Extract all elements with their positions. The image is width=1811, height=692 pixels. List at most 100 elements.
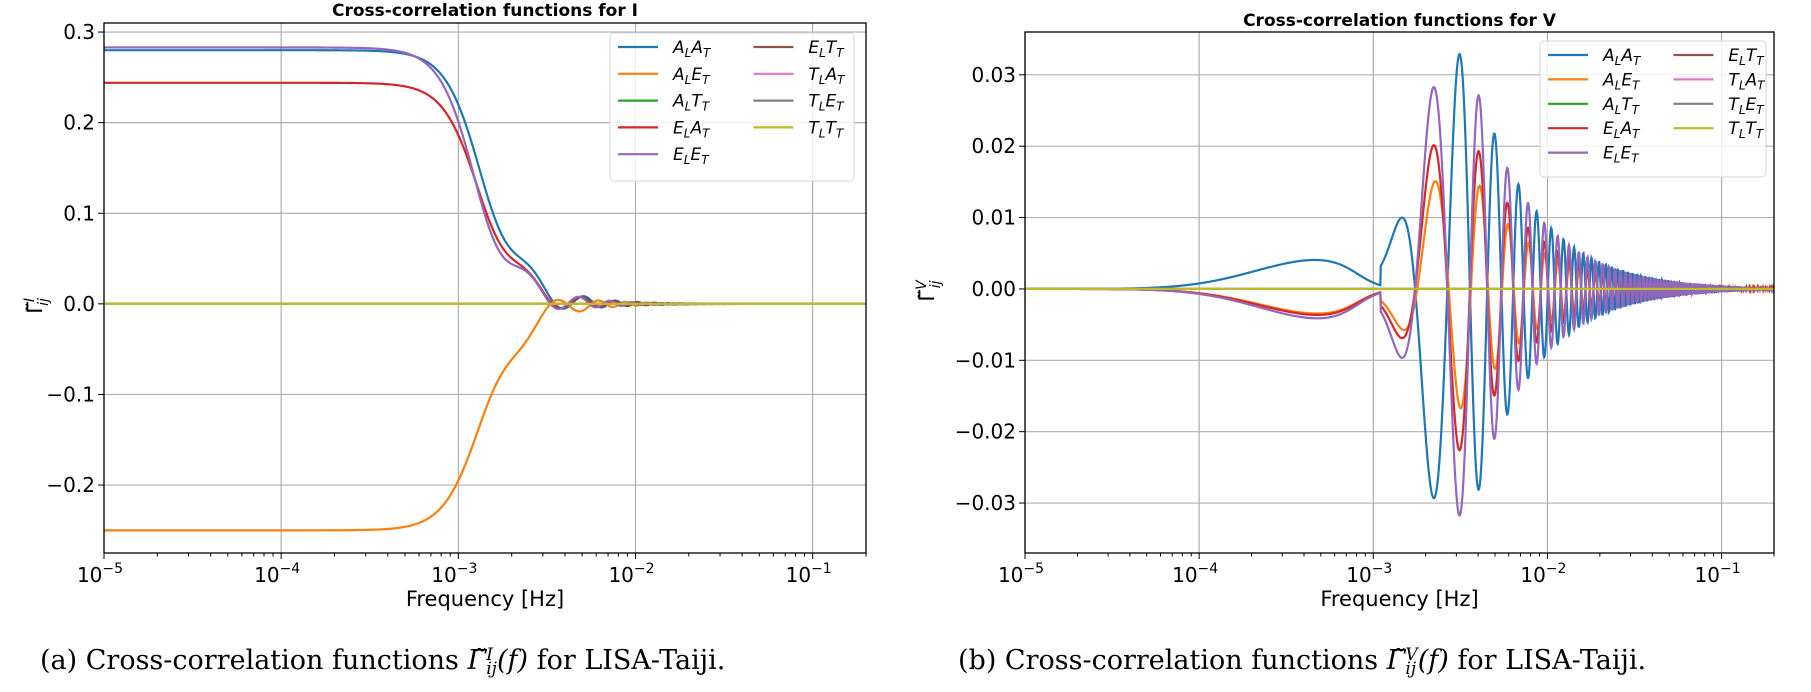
- x-tick-label: 10−5: [77, 561, 123, 587]
- legend-label-main: T: [808, 92, 820, 112]
- legend-label: ELTT: [1728, 46, 1765, 68]
- caption-a-prefix: (a) Cross-correlation functions: [40, 645, 468, 676]
- legend-label-sub: T: [703, 46, 712, 60]
- caption-a-suffix: for LISA-Taiji.: [528, 645, 726, 676]
- x-tick-exponent: −5: [102, 561, 123, 577]
- x-tick-label: 10−1: [1695, 561, 1741, 587]
- legend-label-sub: T: [836, 100, 845, 114]
- legend-item: TLET: [1673, 95, 1765, 117]
- legend-label-main: E: [1746, 95, 1757, 115]
- legend-label-main: T: [826, 38, 838, 58]
- legend-label-sub: L: [1615, 103, 1622, 117]
- legend-label-sub: L: [1739, 103, 1746, 117]
- legend-label-sub: T: [701, 153, 710, 167]
- legend-label-sub: L: [684, 126, 691, 140]
- y-tick-label: −0.2: [46, 473, 95, 497]
- y-tick-label: 0.1: [63, 201, 95, 225]
- axes-frame: [103, 22, 867, 554]
- legend-label-main: E: [1603, 144, 1614, 164]
- legend-label-sub: T: [836, 46, 845, 60]
- caption-b-prefix: (b) Cross-correlation functions: [958, 645, 1387, 676]
- legend-item: ALAT: [618, 38, 712, 60]
- legend-label-main: E: [1603, 119, 1614, 139]
- legend-label-main: T: [1746, 46, 1758, 66]
- y-tick-label: 0.03: [971, 63, 1016, 87]
- legend-label: ELET: [1603, 144, 1640, 166]
- legend-label-main: E: [808, 38, 819, 58]
- legend-label-sub: L: [1614, 127, 1621, 141]
- legend-label-main: A: [1602, 70, 1615, 90]
- legend-label-sub: L: [684, 153, 691, 167]
- caption-b-sub: ij: [1405, 658, 1417, 679]
- x-tick-base: 10: [998, 563, 1023, 587]
- x-tick-base: 10: [1172, 563, 1197, 587]
- legend-label-main: E: [673, 145, 684, 165]
- legend-label: ALET: [672, 65, 711, 87]
- y-tick-label: 0.3: [63, 20, 95, 44]
- x-tick-label: 10−5: [998, 561, 1044, 587]
- y-tick-label: 0.2: [63, 111, 95, 135]
- caption-b-arg: (f): [1417, 645, 1449, 676]
- y-label-base: Γ̃: [915, 290, 939, 302]
- x-tick-base: 10: [431, 563, 456, 587]
- legend-label-sub: T: [1632, 127, 1641, 141]
- legend-label-sub: L: [1739, 127, 1746, 141]
- chart-title: Cross-correlation functions for V: [1243, 11, 1557, 31]
- legend-label-main: A: [672, 65, 685, 85]
- legend-label-main: A: [690, 38, 703, 58]
- legend-item: ELAT: [1548, 119, 1641, 141]
- y-label-sup: V: [914, 279, 930, 290]
- legend-item: TLET: [753, 92, 845, 114]
- legend-box: [1539, 40, 1767, 178]
- x-axis: 10−5 10−4 10−3 10−2 10−1: [998, 553, 1775, 587]
- x-tick-label: 10−2: [608, 561, 654, 587]
- y-tick-label: −0.02: [955, 420, 1016, 444]
- legend-label-sub: L: [685, 100, 692, 114]
- y-tick-label: −0.03: [955, 491, 1016, 515]
- y-tick-label: 0.01: [971, 206, 1016, 230]
- legend-label-main: A: [689, 118, 702, 138]
- y-axis-label: Γ̃Iij: [22, 298, 52, 314]
- legend-label-main: E: [1621, 70, 1632, 90]
- legend-box: [609, 32, 855, 182]
- x-tick-label: 10−3: [431, 561, 477, 587]
- legend-label-main: T: [808, 65, 820, 85]
- x-tick-exponent: −4: [280, 561, 301, 577]
- y-axis: −0.2 −0.1 0.0 0.1 0.2 0.3: [46, 20, 104, 497]
- legend-label-main: T: [808, 118, 820, 138]
- legend-label: TLTT: [1728, 119, 1764, 141]
- y-label-sub: ij: [928, 280, 944, 288]
- y-axis: −0.03 −0.02 −0.01 0.00 0.01 0.02 0.03: [955, 63, 1025, 515]
- legend-label-main: E: [691, 65, 702, 85]
- legend-label-sub: L: [819, 46, 826, 60]
- legend-label-sub: L: [819, 73, 826, 87]
- legend-item: ELAT: [618, 118, 711, 140]
- x-axis: 10−5 10−4 10−3 10−2 10−1: [77, 553, 867, 587]
- legend-label: ELET: [673, 145, 710, 167]
- legend-item: TLTT: [753, 118, 845, 140]
- x-tick-base: 10: [1346, 563, 1371, 587]
- legend-label-sub: L: [1739, 78, 1746, 92]
- legend-label-sub: T: [837, 73, 846, 87]
- legend-label: TLTT: [808, 118, 844, 140]
- legend-label-sub: T: [836, 126, 845, 140]
- legend-label-sub: L: [819, 126, 826, 140]
- legend-label-sub: T: [1631, 152, 1640, 166]
- legend-label-sub: T: [1757, 78, 1766, 92]
- legend-label: ALET: [1602, 70, 1641, 92]
- legend-label-main: E: [825, 92, 836, 112]
- y-label-sub: ij: [36, 298, 52, 306]
- x-tick-base: 10: [1520, 563, 1545, 587]
- legend-label-sub: T: [1756, 103, 1765, 117]
- legend-label-main: A: [1619, 119, 1632, 139]
- legend-label-main: E: [1728, 46, 1739, 66]
- legend-label: ELAT: [1603, 119, 1641, 141]
- y-label-base: Γ̃: [23, 302, 47, 314]
- legend-label: ALAT: [672, 38, 712, 60]
- legend-label-main: A: [1602, 95, 1615, 115]
- caption-a-arg: (f): [496, 645, 528, 676]
